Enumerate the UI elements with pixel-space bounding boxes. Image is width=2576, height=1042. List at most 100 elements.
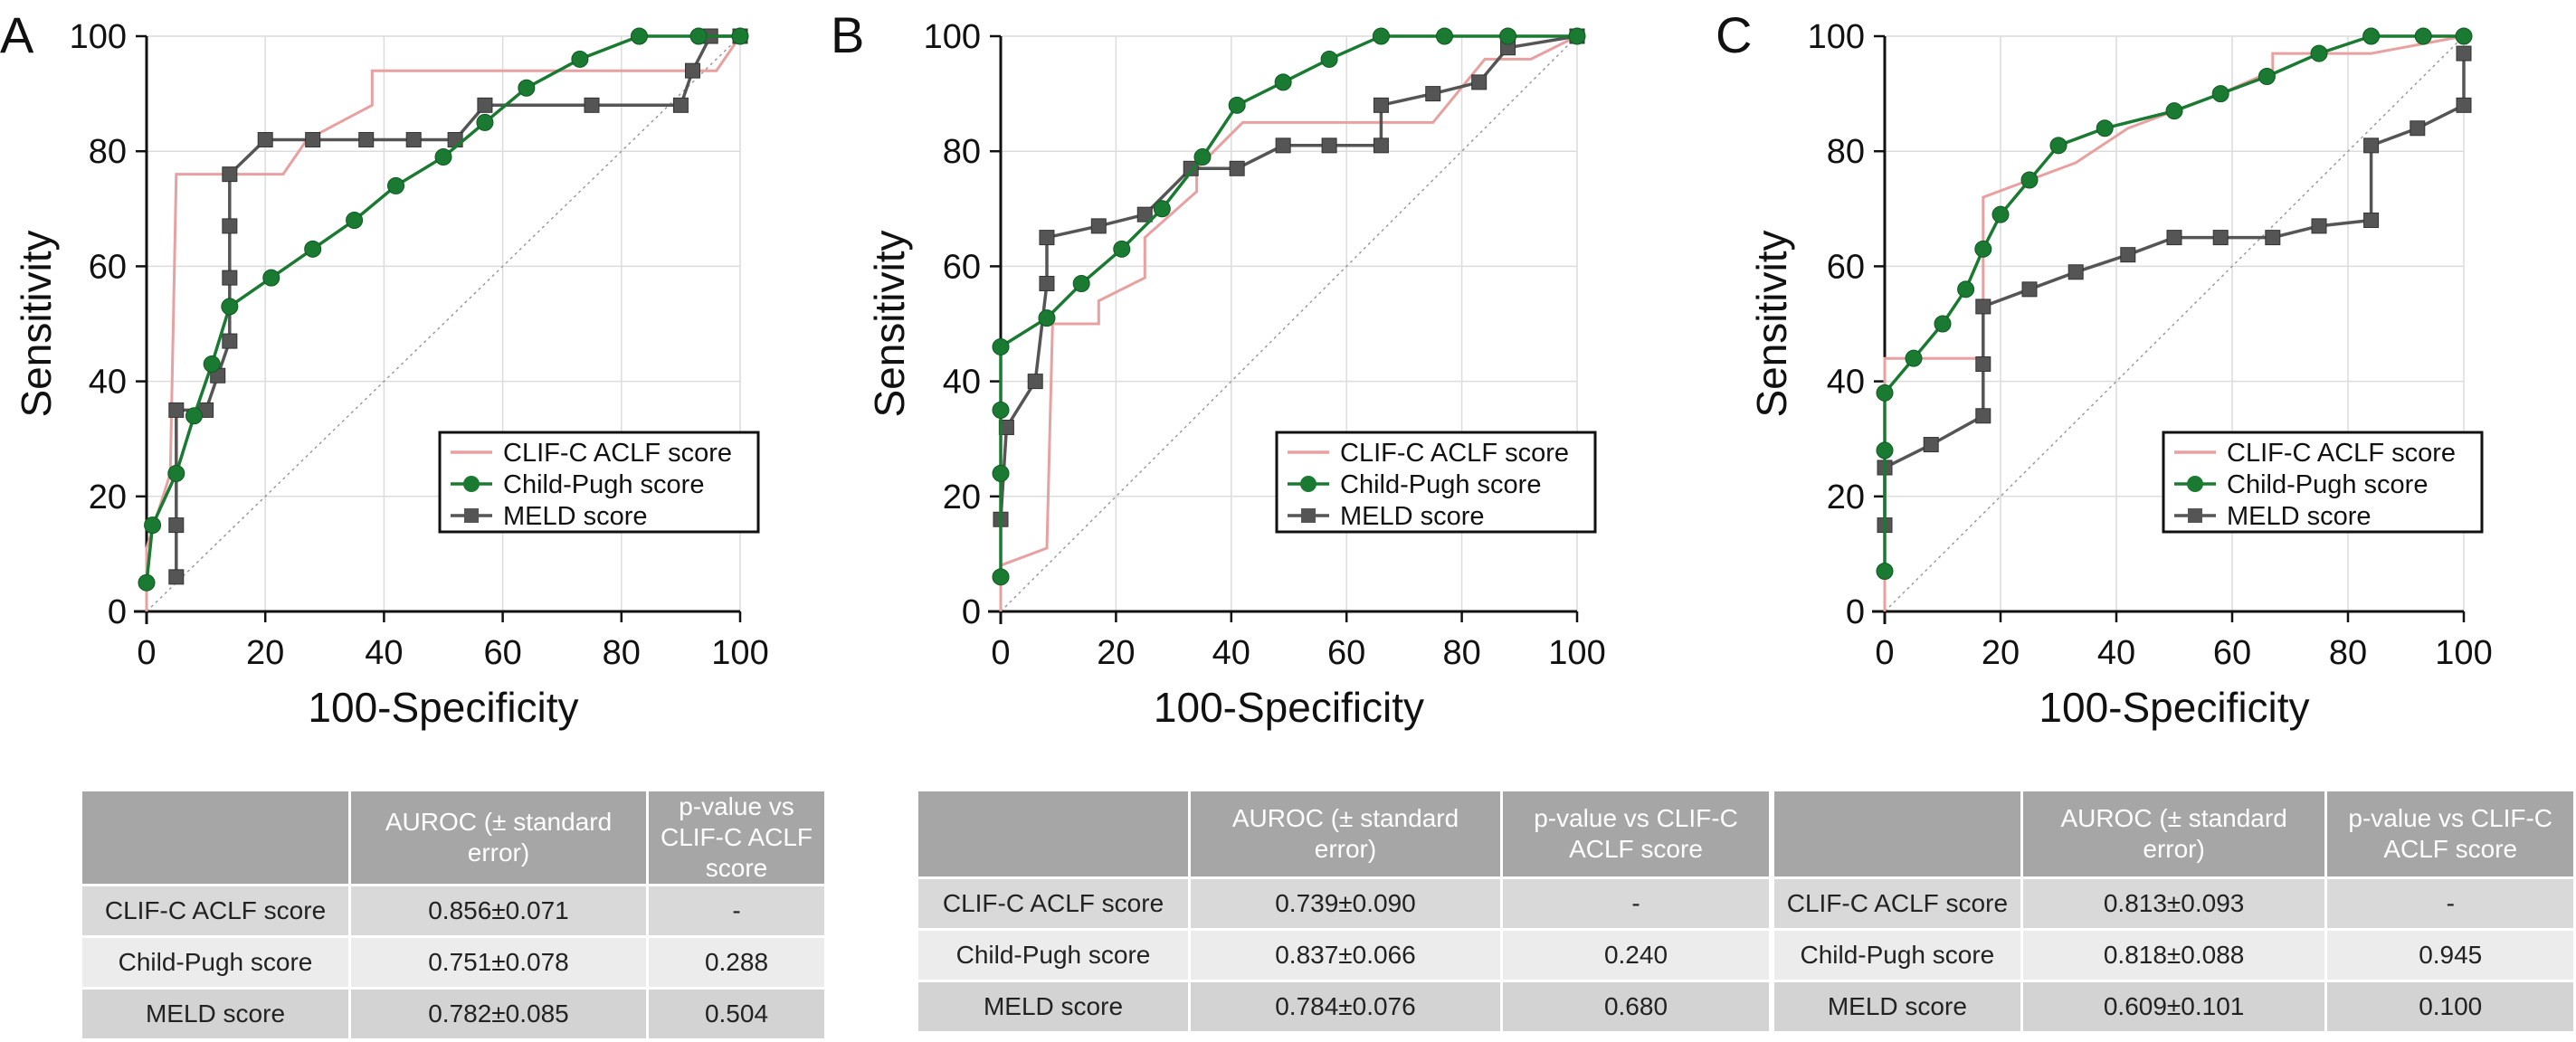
data-point [262, 269, 280, 287]
y-tick-label: 60 [1827, 248, 1865, 286]
legend-label: Child-Pugh score [1340, 470, 1541, 499]
x-axis-title: 100-Specificity [1154, 684, 1424, 731]
data-point [1039, 275, 1055, 291]
data-point [203, 355, 221, 374]
panel-label: C [1716, 6, 1752, 63]
series-clif-c-aclf-score [1883, 34, 2465, 611]
table-cell: 0.739±0.090 [1188, 876, 1503, 931]
table-header-cell [916, 789, 1191, 879]
data-point [1568, 27, 1586, 45]
x-tick-label: 80 [1442, 634, 1480, 672]
legend-label: MELD score [1340, 502, 1485, 531]
x-tick-label: 60 [2213, 634, 2251, 672]
table-header-cell: p-value vs CLIF-C ACLF score [646, 789, 827, 886]
table-header-cell: p-value vs CLIF-C ACLF score [2324, 789, 2576, 879]
data-point [1153, 200, 1171, 218]
data-point [405, 131, 422, 147]
data-point [1876, 562, 1894, 580]
table-cell: 0.837±0.066 [1188, 928, 1503, 982]
table-row: MELD score 0.609±0.101 0.100 [1772, 980, 2576, 1034]
data-point [2258, 68, 2276, 86]
series-line [1883, 53, 2466, 526]
data-point [1072, 274, 1090, 292]
x-tick-label: 20 [1097, 634, 1135, 672]
table-cell: 0.288 [646, 935, 827, 990]
y-tick-label: 40 [1827, 364, 1865, 402]
legend-label: Child-Pugh score [2227, 470, 2428, 499]
legend-label: CLIF-C ACLF score [503, 439, 732, 468]
series-child-pugh-score [1876, 27, 2473, 580]
data-point [1471, 74, 1488, 90]
data-point [1321, 137, 1337, 154]
legend-label: Child-Pugh score [503, 470, 704, 499]
series-line [999, 34, 1578, 611]
data-point [1373, 97, 1389, 113]
data-point [305, 131, 321, 147]
data-point [1039, 230, 1055, 246]
legend-box [2162, 431, 2484, 534]
legend-label: MELD score [503, 502, 648, 531]
data-point [1934, 315, 1952, 333]
table-row-label: CLIF-C ACLF score [916, 876, 1191, 931]
y-tick-label: 40 [943, 364, 981, 402]
data-point [992, 337, 1010, 355]
y-tick-label: 0 [1846, 593, 1865, 631]
auroc-table-b: AUROC (± standard error) p-value vs CLIF-… [916, 789, 1772, 1034]
series-child-pugh-score [138, 27, 749, 592]
data-point [2212, 230, 2229, 246]
legend-label: MELD score [2227, 502, 2372, 531]
legend-box [1275, 431, 1597, 534]
table-cell: - [646, 884, 827, 938]
x-tick-label: 20 [1982, 634, 2020, 672]
table-cell: - [1500, 876, 1772, 931]
data-point [1905, 349, 1923, 367]
data-point [358, 131, 375, 147]
data-point [2456, 97, 2472, 113]
data-point [2166, 230, 2182, 246]
data-point [167, 464, 185, 482]
data-point [992, 464, 1010, 482]
table-row-label: Child-Pugh score [1772, 928, 2023, 982]
series-line [999, 34, 1577, 577]
x-tick-label: 60 [483, 634, 521, 672]
data-point [2165, 102, 2183, 120]
data-point [1876, 441, 1894, 459]
legend-label: CLIF-C ACLF score [2227, 439, 2456, 468]
table-row: Child-Pugh score 0.837±0.066 0.240 [916, 928, 1772, 982]
data-point [2311, 218, 2327, 234]
table-row-label: MELD score [1772, 980, 2023, 1034]
y-tick-label: 20 [943, 478, 981, 516]
data-point [222, 166, 238, 183]
table-row: CLIF-C ACLF score 0.739±0.090- [916, 876, 1772, 931]
roc-panel-a: A 0 20 40 60 80 100 0 20 40 60 80 100 100-Specificity… [0, 6, 769, 731]
data-point [1320, 50, 1338, 68]
data-point [2363, 213, 2380, 229]
table-header-row: AUROC (± standard error) p-value vs CLIF-… [1772, 789, 2576, 879]
roc-panel-c: C 0 20 40 60 80 100 0 20 40 60 80 100 100-Specificity… [1716, 6, 2493, 731]
table-header-cell [80, 789, 351, 886]
data-point [221, 298, 239, 316]
auroc-table-c: AUROC (± standard error) p-value vs CLIF-… [1772, 789, 2576, 1034]
series-line [1883, 34, 2465, 611]
legend-marker [2187, 476, 2203, 492]
table-cell: 0.856±0.071 [348, 884, 649, 938]
panel-label: B [831, 6, 864, 63]
y-tick-label: 20 [1827, 478, 1865, 516]
table-row: MELD score 0.782±0.085 0.504 [80, 987, 827, 1041]
data-point [387, 176, 405, 194]
data-point [689, 27, 708, 45]
x-tick-label: 40 [1212, 634, 1250, 672]
series-clif-c-aclf-score [999, 34, 1578, 611]
table-cell: 0.240 [1500, 928, 1772, 982]
table-row-label: CLIF-C ACLF score [1772, 876, 2023, 931]
series-meld-score [168, 28, 748, 585]
table-header-row: AUROC (± standard error) p-value vs CLIF-… [80, 789, 827, 886]
x-tick-label: 40 [365, 634, 403, 672]
table-row-label: CLIF-C ACLF score [80, 884, 351, 938]
data-point [731, 27, 749, 45]
data-point [630, 27, 648, 45]
x-axis-title: 100-Specificity [2039, 684, 2309, 731]
table-header-cell: AUROC (± standard error) [1188, 789, 1503, 879]
